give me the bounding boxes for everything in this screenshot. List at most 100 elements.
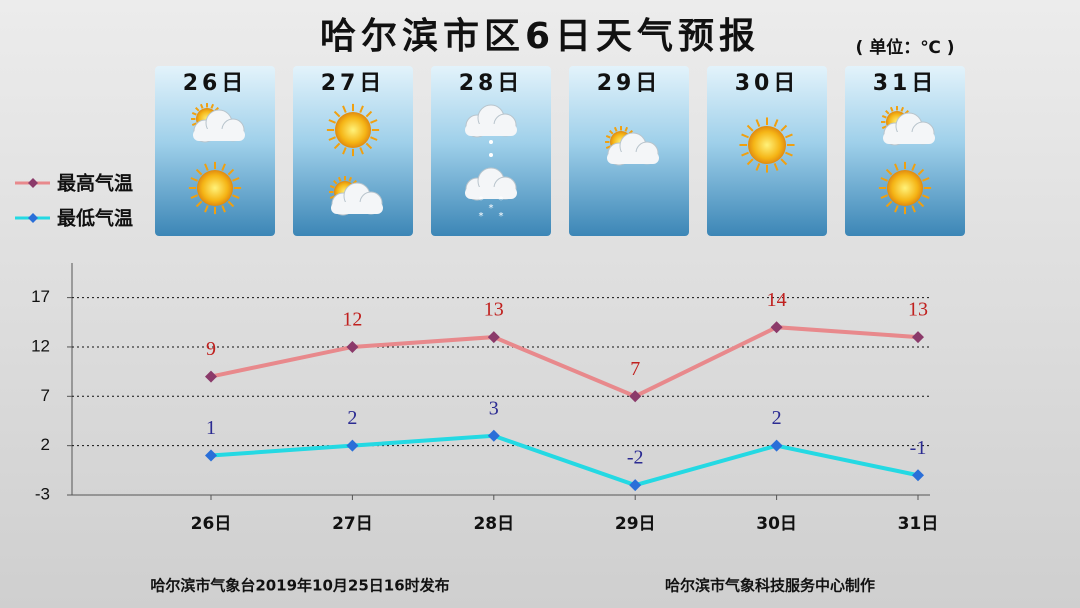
point-marker — [912, 469, 924, 482]
sun-ray — [911, 163, 916, 171]
point-marker — [770, 321, 783, 334]
legend-marker — [28, 213, 38, 223]
sun-ray — [605, 145, 611, 150]
point-marker — [346, 340, 359, 353]
cloud-icon — [331, 182, 383, 216]
series-line — [210, 325, 919, 399]
sun-ray — [880, 177, 888, 182]
y-tick-label: 2 — [41, 435, 50, 454]
data-label: 2 — [347, 407, 357, 429]
sun-ray — [885, 200, 893, 208]
sun-ray — [894, 163, 899, 171]
sun-ray — [365, 142, 373, 150]
data-label: 13 — [908, 299, 928, 321]
x-tick-label: 28日 — [473, 514, 514, 534]
legend-marker — [28, 178, 38, 188]
precip — [489, 140, 493, 144]
sun-disc — [335, 112, 371, 148]
cloud-icon — [607, 132, 659, 166]
data-label: 9 — [206, 338, 216, 360]
cloud-icon — [465, 104, 517, 138]
sun-ray — [221, 163, 226, 171]
point-marker — [487, 429, 500, 442]
sun-ray — [232, 194, 240, 199]
x-tick-label: 31日 — [898, 514, 939, 534]
sun-ray — [785, 151, 793, 157]
sun-ray — [613, 126, 618, 132]
sun-ray — [195, 107, 200, 112]
y-tick-label: 7 — [41, 386, 50, 405]
sun-ray — [885, 110, 890, 115]
sun-ray — [333, 142, 341, 150]
point-marker — [487, 331, 500, 344]
sun-ray — [755, 119, 761, 127]
sun-ray — [204, 163, 209, 171]
cloud-base — [607, 152, 659, 164]
day-card — [845, 66, 965, 236]
sun-ray — [881, 125, 887, 130]
point-marker — [629, 390, 642, 403]
day-label: 26日 — [183, 71, 248, 96]
precip: * — [479, 195, 484, 206]
sun-icon — [878, 161, 932, 215]
sun-ray — [785, 133, 793, 139]
sun-icon — [326, 103, 380, 157]
sun-ray — [342, 147, 347, 155]
data-label: 7 — [630, 358, 640, 380]
sun-ray — [773, 163, 779, 171]
cloud-icon — [883, 112, 935, 146]
day-label: 31日 — [873, 71, 938, 96]
data-label: 1 — [206, 417, 216, 439]
day-card — [431, 66, 551, 236]
day-label: 29日 — [597, 71, 662, 96]
legend-label: 最低气温 — [57, 207, 133, 230]
cloud-base — [465, 187, 517, 199]
chart-subtitle: ( 单位：℃ ) — [856, 37, 955, 58]
sun-ray — [333, 110, 341, 118]
sun-ray — [780, 124, 788, 132]
sun-ray — [195, 200, 203, 208]
sun-ray — [755, 163, 761, 171]
sun-disc — [748, 126, 786, 164]
day-label: 28日 — [459, 71, 524, 96]
sun-ray — [342, 105, 347, 113]
sun-ray — [780, 158, 788, 166]
precip: * — [479, 211, 484, 222]
sun-ray — [917, 168, 925, 176]
sun-ray — [365, 110, 373, 118]
sun-ray — [894, 205, 899, 213]
sun-ray — [746, 124, 754, 132]
sun-ray — [741, 151, 749, 157]
sun-ray — [900, 106, 905, 112]
sun-ray — [329, 184, 335, 189]
data-label: 2 — [772, 407, 782, 429]
x-tick-label: 30日 — [756, 514, 797, 534]
x-tick-label: 27日 — [332, 514, 373, 534]
point-marker — [346, 439, 359, 452]
y-tick-label: -3 — [35, 484, 50, 503]
x-tick-label: 29日 — [615, 514, 656, 534]
sun-ray — [922, 177, 930, 182]
sun-ray — [605, 134, 611, 139]
sun-ray — [880, 194, 888, 199]
cloud-icon — [465, 167, 517, 201]
day-label: 27日 — [321, 71, 386, 96]
precip: * — [499, 211, 504, 222]
y-tick-label: 12 — [31, 336, 50, 355]
sun-ray — [624, 126, 629, 132]
chart-title: 哈尔滨市区6日天气预报 — [320, 16, 760, 57]
sun-ray — [741, 133, 749, 139]
point-marker — [770, 439, 783, 452]
sun-ray — [221, 205, 226, 213]
sun-ray — [881, 114, 887, 119]
sun-ray — [190, 194, 198, 199]
sun-ray — [889, 106, 894, 112]
sun-ray — [911, 205, 916, 213]
sun-ray — [191, 122, 197, 127]
data-label: 14 — [767, 289, 787, 311]
sun-disc — [197, 170, 233, 206]
data-label: -2 — [627, 447, 644, 469]
sun-ray — [359, 105, 364, 113]
